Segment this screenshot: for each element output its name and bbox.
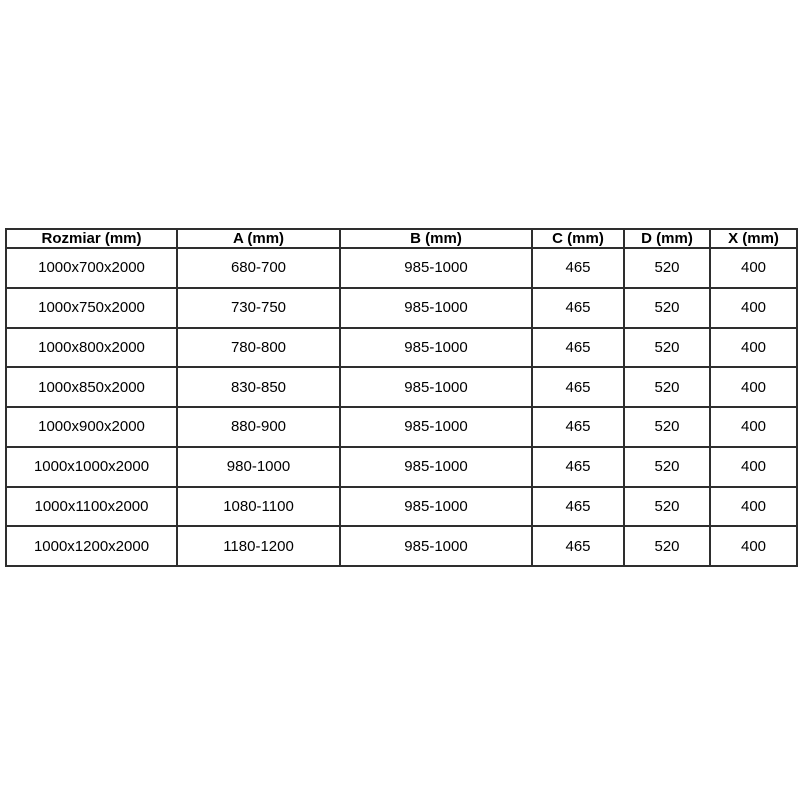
table-cell: 980-1000	[176, 445, 341, 488]
table-cell: 400	[709, 525, 798, 567]
table-cell: 985-1000	[339, 406, 533, 448]
table-cell: 1000x1200x2000	[5, 525, 178, 567]
table-cell: 985-1000	[339, 366, 533, 408]
column-header: X (mm)	[709, 228, 798, 249]
table-cell: 520	[623, 445, 711, 488]
size-table: Rozmiar (mm) A (mm) B (mm) C (mm) D (mm) X (m…	[5, 228, 798, 567]
table-cell: 400	[709, 286, 798, 329]
table-row: 1000x1200x2000 1180-1200 985-1000 465 520 400	[5, 525, 798, 567]
table-row: 1000x700x2000 680-700 985-1000 465 520 400	[5, 247, 798, 289]
table-cell: 1000x750x2000	[5, 286, 178, 329]
table-cell: 830-850	[176, 366, 341, 408]
table-cell: 400	[709, 445, 798, 488]
column-header: A (mm)	[176, 228, 341, 249]
table-cell: 985-1000	[339, 247, 533, 289]
header-row: Rozmiar (mm) A (mm) B (mm) C (mm) D (mm) X (m…	[5, 228, 798, 249]
table-cell: 985-1000	[339, 326, 533, 369]
table-cell: 985-1000	[339, 286, 533, 329]
table-cell: 1000x700x2000	[5, 247, 178, 289]
table-cell: 400	[709, 406, 798, 448]
table-cell: 520	[623, 366, 711, 408]
table-cell: 880-900	[176, 406, 341, 448]
table-cell: 1000x850x2000	[5, 366, 178, 408]
table-cell: 400	[709, 326, 798, 369]
table-cell: 400	[709, 366, 798, 408]
table-cell: 465	[531, 445, 625, 488]
table-cell: 1180-1200	[176, 525, 341, 567]
table-body: 1000x700x2000 680-700 985-1000 465 520 400 100…	[5, 247, 798, 567]
table-cell: 465	[531, 286, 625, 329]
table-cell: 985-1000	[339, 445, 533, 488]
table-row: 1000x1100x2000 1080-1100 985-1000 465 520 400	[5, 485, 798, 528]
table-cell: 400	[709, 247, 798, 289]
table-cell: 730-750	[176, 286, 341, 329]
table-cell: 400	[709, 485, 798, 528]
table-cell: 520	[623, 485, 711, 528]
table-row: 1000x850x2000 830-850 985-1000 465 520 400	[5, 366, 798, 408]
table-cell: 520	[623, 525, 711, 567]
column-header: D (mm)	[623, 228, 711, 249]
table-cell: 520	[623, 406, 711, 448]
table-cell: 465	[531, 326, 625, 369]
table-cell: 465	[531, 247, 625, 289]
table-row: 1000x1000x2000 980-1000 985-1000 465 520 400	[5, 445, 798, 488]
column-header: B (mm)	[339, 228, 533, 249]
column-header: C (mm)	[531, 228, 625, 249]
table-cell: 520	[623, 286, 711, 329]
table-cell: 1000x800x2000	[5, 326, 178, 369]
table-row: 1000x900x2000 880-900 985-1000 465 520 400	[5, 406, 798, 448]
table-cell: 780-800	[176, 326, 341, 369]
table-cell: 1000x1100x2000	[5, 485, 178, 528]
table-cell: 520	[623, 247, 711, 289]
table-cell: 465	[531, 366, 625, 408]
table-row: 1000x800x2000 780-800 985-1000 465 520 400	[5, 326, 798, 369]
table-cell: 985-1000	[339, 485, 533, 528]
column-header: Rozmiar (mm)	[5, 228, 178, 249]
table-cell: 1000x1000x2000	[5, 445, 178, 488]
table-cell: 520	[623, 326, 711, 369]
table-cell: 680-700	[176, 247, 341, 289]
table-cell: 465	[531, 406, 625, 448]
table-row: 1000x750x2000 730-750 985-1000 465 520 400	[5, 286, 798, 329]
table-cell: 1080-1100	[176, 485, 341, 528]
table-cell: 465	[531, 525, 625, 567]
table-cell: 1000x900x2000	[5, 406, 178, 448]
table-cell: 465	[531, 485, 625, 528]
table-header: Rozmiar (mm) A (mm) B (mm) C (mm) D (mm) X (m…	[5, 228, 798, 249]
table-cell: 985-1000	[339, 525, 533, 567]
